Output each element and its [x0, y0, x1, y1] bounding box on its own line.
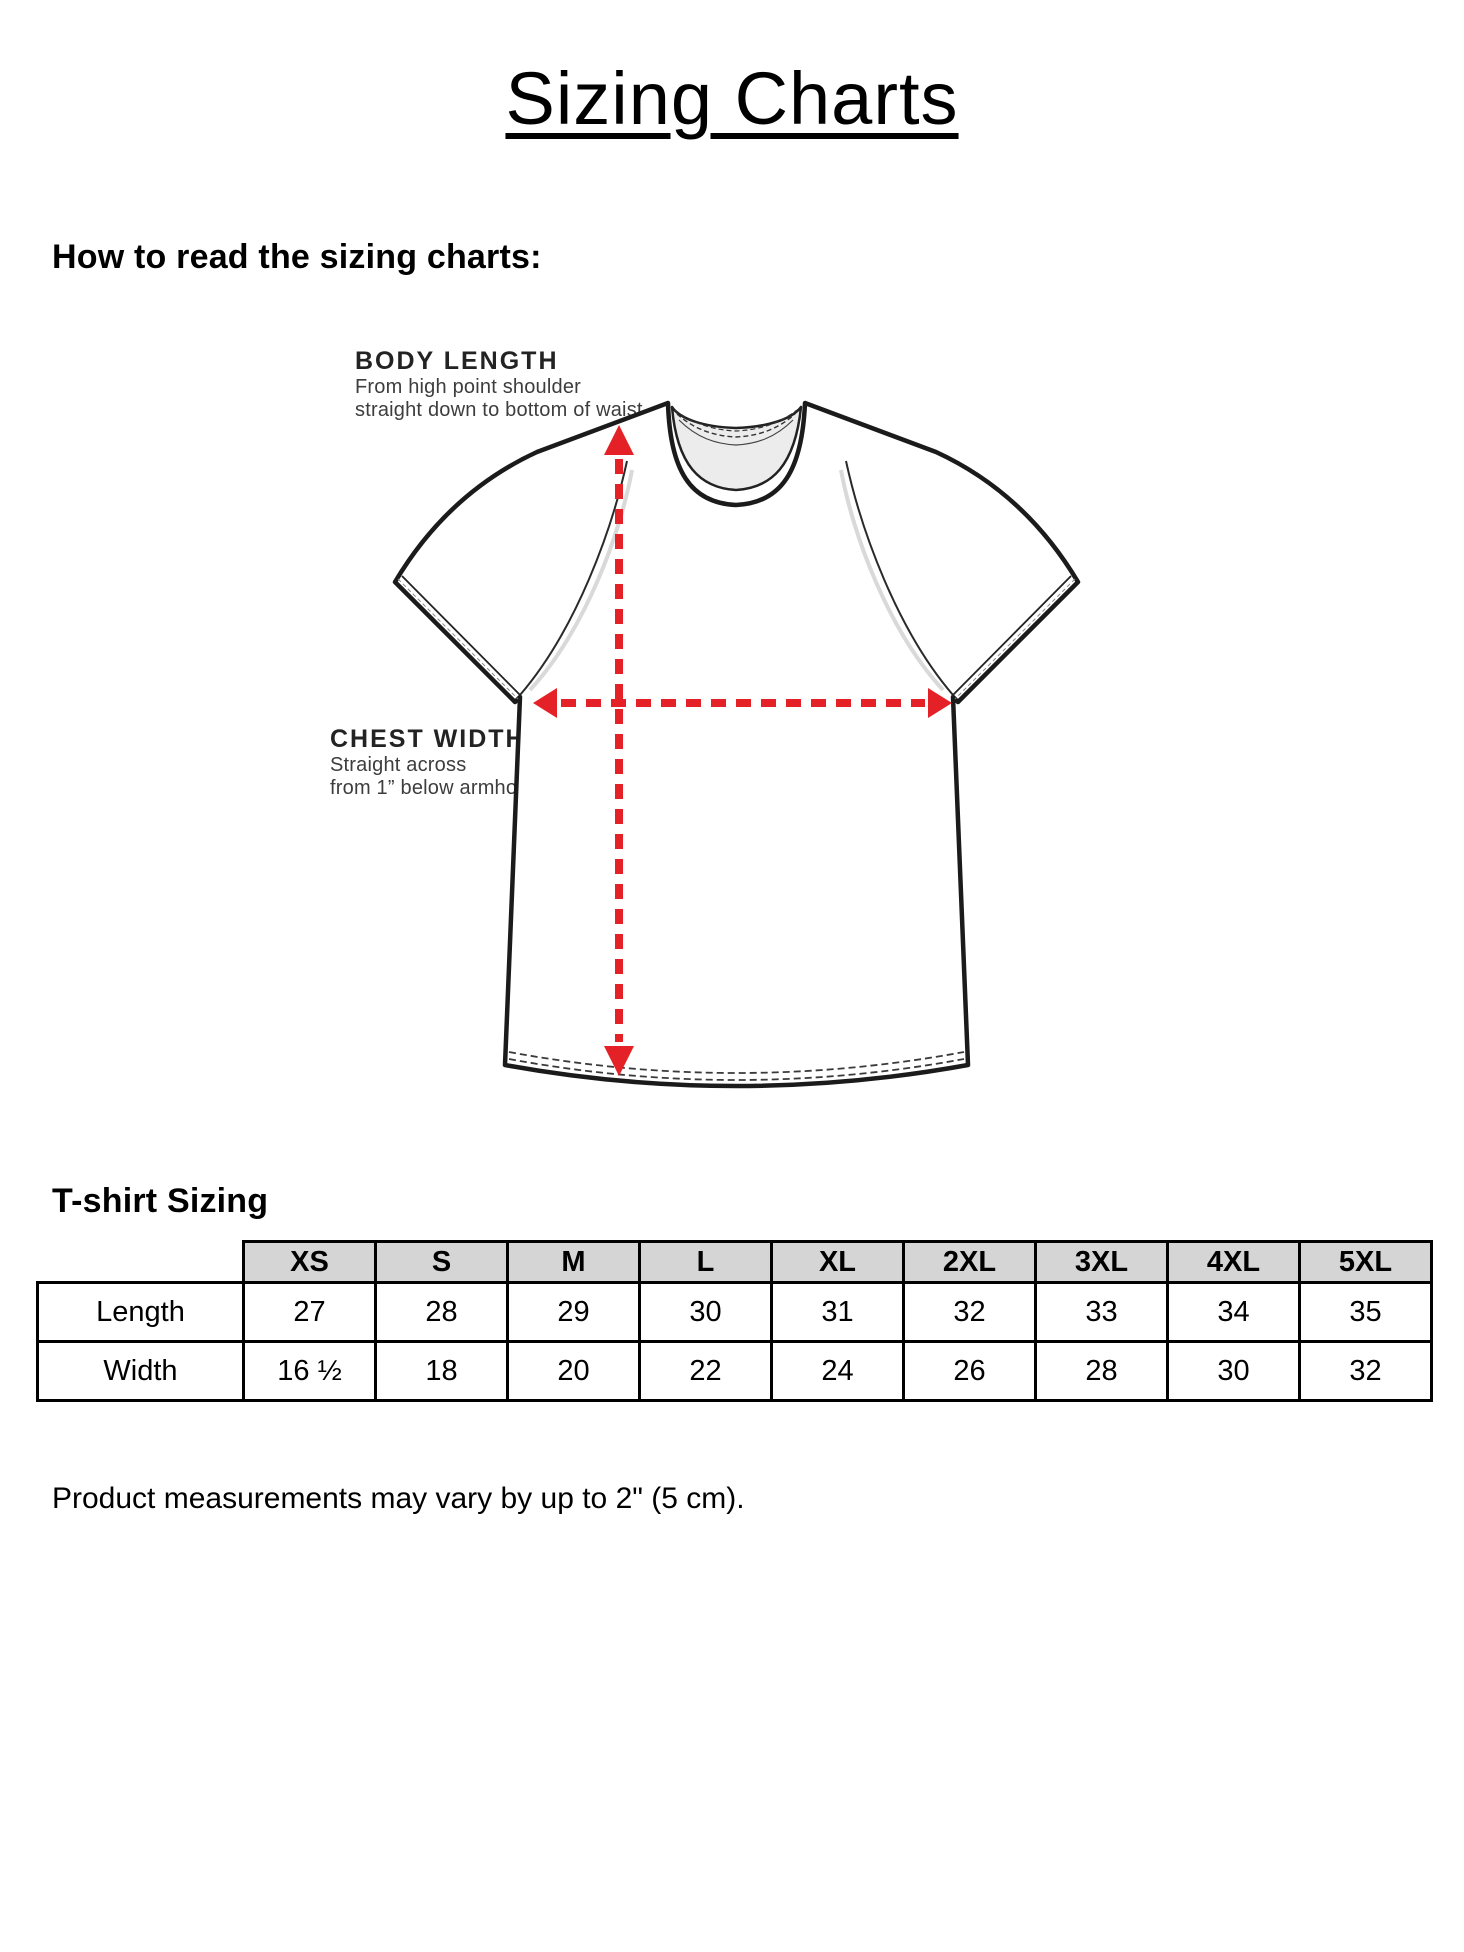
width-value-4xl: 30 [1166, 1340, 1301, 1402]
length-value-l: 30 [638, 1281, 773, 1343]
collar-stitch-1 [674, 409, 798, 432]
collar-tape-edge [678, 419, 794, 446]
chest-width-label: CHEST WIDTH [330, 725, 526, 753]
down-arrowhead-icon [604, 1046, 634, 1076]
tshirt-measurement-diagram: BODY LENGTH From high point shoulder str… [0, 330, 1464, 1120]
width-value-m: 20 [506, 1340, 641, 1402]
size-column-header-xs: XS [242, 1240, 377, 1284]
width-value-l: 22 [638, 1340, 773, 1402]
chest-width-label-block: CHEST WIDTH Straight across from 1” belo… [330, 724, 533, 800]
right-armhole-shade [839, 469, 945, 692]
length-value-2xl: 32 [902, 1281, 1037, 1343]
chest-width-desc-line1: Straight across [330, 754, 467, 776]
size-column-header-m: M [506, 1240, 641, 1284]
size-column-header-4xl: 4XL [1166, 1240, 1301, 1284]
width-value-s: 18 [374, 1340, 509, 1402]
collar-interior [670, 405, 803, 492]
left-cuff-stitch [397, 578, 519, 700]
size-column-header-l: L [638, 1240, 773, 1284]
size-column-header-3xl: 3XL [1034, 1240, 1169, 1284]
row-label-length: Length [36, 1281, 245, 1343]
length-value-4xl: 34 [1166, 1281, 1301, 1343]
left-armhole-shade [528, 469, 634, 692]
width-value-xs: 16 ½ [242, 1340, 377, 1402]
sizing-table: XS S M L XL 2XL 3XL 4XL 5XL Length 27 28… [36, 1240, 1433, 1402]
size-column-header-s: S [374, 1240, 509, 1284]
left-arrowhead-icon [533, 688, 557, 718]
row-label-width: Width [36, 1340, 245, 1402]
length-value-xl: 31 [770, 1281, 905, 1343]
tshirt-sizing-heading: T-shirt Sizing [52, 1182, 269, 1220]
length-value-m: 29 [506, 1281, 641, 1343]
left-cuff-inner-line [401, 575, 522, 697]
measurement-variance-note: Product measurements may vary by up to 2… [52, 1482, 745, 1515]
up-arrowhead-icon [604, 425, 634, 455]
length-value-5xl: 35 [1298, 1281, 1433, 1343]
size-column-header-2xl: 2XL [902, 1240, 1037, 1284]
length-value-3xl: 33 [1034, 1281, 1169, 1343]
size-column-header-5xl: 5XL [1298, 1240, 1433, 1284]
chest-width-desc-line2: from 1” below armhole [330, 777, 534, 799]
body-length-desc-line1: From high point shoulder [355, 376, 582, 398]
collar-stitch-2 [676, 413, 796, 438]
right-armhole-seam [845, 460, 954, 696]
right-arrowhead-icon [928, 688, 952, 718]
width-value-xl: 24 [770, 1340, 905, 1402]
horizontal-measure-arrow [533, 688, 952, 718]
vertical-measure-arrow [604, 425, 634, 1076]
size-header-row: XS S M L XL 2XL 3XL 4XL 5XL [37, 1240, 1433, 1284]
width-value-2xl: 26 [902, 1340, 1037, 1402]
width-value-5xl: 32 [1298, 1340, 1433, 1402]
right-cuff-inner-line [951, 575, 1072, 697]
page-title: Sizing Charts [505, 57, 959, 140]
tshirt-illustration [392, 400, 1081, 1089]
body-length-desc-line2: straight down to bottom of waist [355, 399, 643, 421]
how-to-heading: How to read the sizing charts: [52, 238, 542, 276]
body-length-label-block: BODY LENGTH From high point shoulder str… [355, 346, 643, 422]
table-corner-cell [37, 1241, 244, 1283]
length-value-s: 28 [374, 1281, 509, 1343]
size-column-header-xl: XL [770, 1240, 905, 1284]
tshirt-outline [392, 400, 1081, 1089]
table-row-width: Width 16 ½ 18 20 22 24 26 28 30 32 [36, 1340, 1433, 1402]
body-length-label: BODY LENGTH [355, 347, 559, 375]
table-row-length: Length 27 28 29 30 31 32 33 34 35 [36, 1281, 1433, 1343]
length-value-xs: 27 [242, 1281, 377, 1343]
width-value-3xl: 28 [1034, 1340, 1169, 1402]
right-cuff-stitch [954, 578, 1076, 700]
